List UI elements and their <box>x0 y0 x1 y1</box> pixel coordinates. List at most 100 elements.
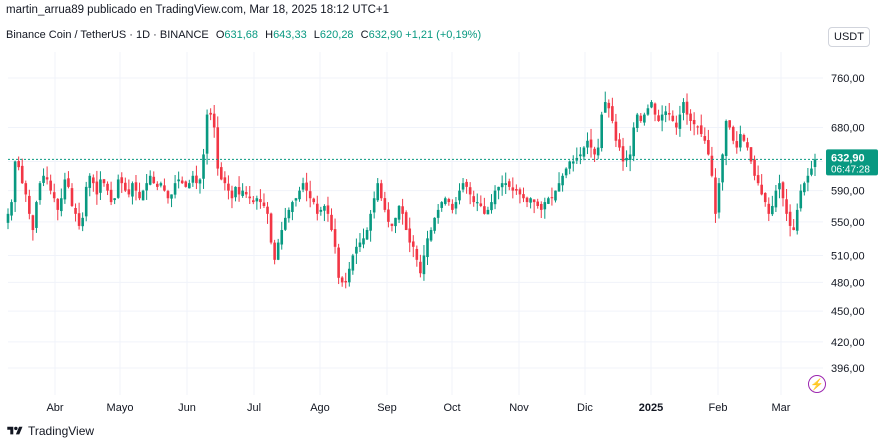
candle-body <box>184 181 188 187</box>
candle-body <box>120 177 124 184</box>
candle-body <box>774 190 778 208</box>
candle-body <box>678 114 682 129</box>
candle-body <box>56 198 60 210</box>
candle-body <box>262 202 266 206</box>
candle-body <box>746 142 749 148</box>
candle-body <box>522 194 525 199</box>
x-tick-label: 2025 <box>639 402 663 414</box>
y-tick-label: 480,00 <box>831 277 865 289</box>
candle-body <box>390 223 394 226</box>
candle-body <box>803 183 806 193</box>
x-axis: Abr Mayo Jun Jul Ago Sep Oct Nov Dic 2025 Feb Mar <box>46 402 790 414</box>
candle-body <box>145 183 148 191</box>
candle-body <box>625 157 628 161</box>
candle-body <box>504 183 508 186</box>
candle-body <box>607 102 611 109</box>
candle-body <box>358 242 362 248</box>
candle-body <box>603 102 607 113</box>
footer-brand[interactable]: TradingView <box>28 424 95 438</box>
candle-body <box>42 175 45 183</box>
y-tick-label: 450,00 <box>831 306 865 318</box>
candle-body <box>611 106 614 121</box>
footer: TradingView <box>6 424 94 438</box>
candle-body <box>209 112 212 115</box>
candle-body <box>483 206 486 214</box>
lightning-icon[interactable]: ⚡ <box>808 375 826 393</box>
candle-body <box>586 140 589 148</box>
symbol-title: Binance Coin / TetherUS · 1D · BINANCE <box>6 29 209 41</box>
candle-body <box>376 183 380 201</box>
candle-body <box>141 190 145 201</box>
candle-body <box>582 147 586 157</box>
candle-body <box>148 175 152 185</box>
candle-body <box>568 161 572 169</box>
candle-body <box>10 202 13 216</box>
candle-body <box>205 114 209 154</box>
price-badge-value: 632,90 <box>831 152 865 164</box>
candle-body <box>116 179 120 198</box>
candle-body <box>440 202 444 208</box>
candle-body <box>266 206 269 214</box>
candle-body <box>799 190 803 209</box>
candle-body <box>579 154 582 157</box>
candle-body <box>248 196 252 199</box>
candle-body <box>507 181 511 187</box>
candle-body <box>429 230 433 241</box>
candle-body <box>643 114 646 123</box>
candle-body <box>756 175 760 184</box>
y-tick-label: 590,00 <box>831 186 865 198</box>
candle-body <box>518 189 522 195</box>
candle-body <box>394 217 397 227</box>
tradingview-logo-icon <box>7 426 23 435</box>
candle-body <box>454 202 458 209</box>
candle-body <box>639 115 643 121</box>
candle-body <box>223 177 227 184</box>
candle-body <box>689 113 692 121</box>
candle-body <box>337 247 340 278</box>
x-tick-label: Mar <box>772 402 791 414</box>
open-label: O <box>215 29 225 41</box>
candle-body <box>308 191 312 199</box>
candle-body <box>166 191 170 199</box>
candle-body <box>28 195 31 214</box>
open-value: 631,68 <box>224 29 259 41</box>
candle-body <box>202 154 205 179</box>
candle-body <box>721 154 724 183</box>
candle-body <box>682 102 685 113</box>
candle-body <box>20 165 24 184</box>
candle-body <box>593 148 596 155</box>
candle-body <box>177 179 180 182</box>
candle-body <box>753 159 756 176</box>
candle-body <box>6 213 10 223</box>
currency-button[interactable]: USDT <box>828 27 870 47</box>
candle-body <box>554 190 557 201</box>
candle-body <box>650 102 653 108</box>
candle-body <box>411 241 415 247</box>
candle-body <box>301 183 305 190</box>
candle-body <box>699 125 703 135</box>
candle-body <box>63 179 67 200</box>
candle-body <box>333 229 337 247</box>
candle-body <box>163 185 166 191</box>
candle-body <box>35 202 38 228</box>
candle-body <box>806 175 810 183</box>
candle-body <box>344 280 348 283</box>
candle-body <box>486 209 490 215</box>
candle-body <box>785 199 788 214</box>
candle-body <box>635 114 639 129</box>
candle-body <box>813 159 817 167</box>
candle-body <box>618 139 621 148</box>
candle-body <box>95 181 99 195</box>
candle-body <box>170 194 173 199</box>
candle-body <box>99 179 102 193</box>
candle-body <box>397 205 401 220</box>
candle-body <box>84 186 88 217</box>
candle-body <box>17 161 20 168</box>
close-value: 632,90 <box>368 29 403 41</box>
candle-body <box>294 198 298 201</box>
y-tick-label: 420,00 <box>831 337 865 349</box>
candle-body <box>156 183 159 187</box>
candle-body <box>515 189 518 191</box>
candle-body <box>131 183 134 197</box>
